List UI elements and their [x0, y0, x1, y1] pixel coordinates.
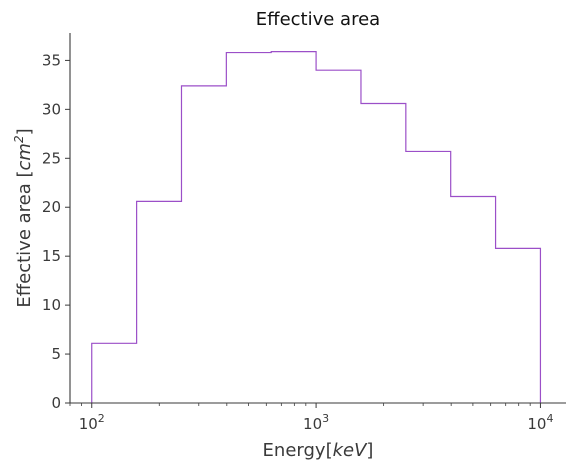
x-tick-label: 102: [79, 412, 105, 433]
x-tick-label: 104: [527, 412, 553, 433]
x-axis-title-unit: keV: [333, 440, 368, 461]
x-tick-label: 103: [303, 412, 329, 433]
y-tick-label: 0: [51, 394, 61, 412]
y-axis-title-main: Effective area [: [14, 170, 35, 307]
y-tick-label: 30: [42, 100, 61, 118]
y-tick-label: 5: [51, 345, 61, 363]
y-tick-label: 20: [42, 198, 61, 216]
y-tick-label: 15: [42, 247, 61, 265]
y-tick-label: 35: [42, 51, 61, 69]
x-axis-ticks: 102 103 104: [69, 403, 553, 433]
y-axis-ticks: 0 5 10 15 20 25 30 35: [42, 51, 70, 412]
chart-title: Effective area: [256, 9, 380, 30]
x-axis-title: Energy[keV]: [263, 440, 374, 461]
y-axis-title: Effective area [cm2]: [12, 128, 35, 307]
effective-area-step-line: [91, 50, 542, 403]
y-axis-title-unit: cm: [14, 143, 35, 170]
y-tick-label: 10: [42, 296, 61, 314]
x-axis-title-main: Energy[: [263, 440, 333, 461]
y-tick-label: 25: [42, 149, 61, 167]
